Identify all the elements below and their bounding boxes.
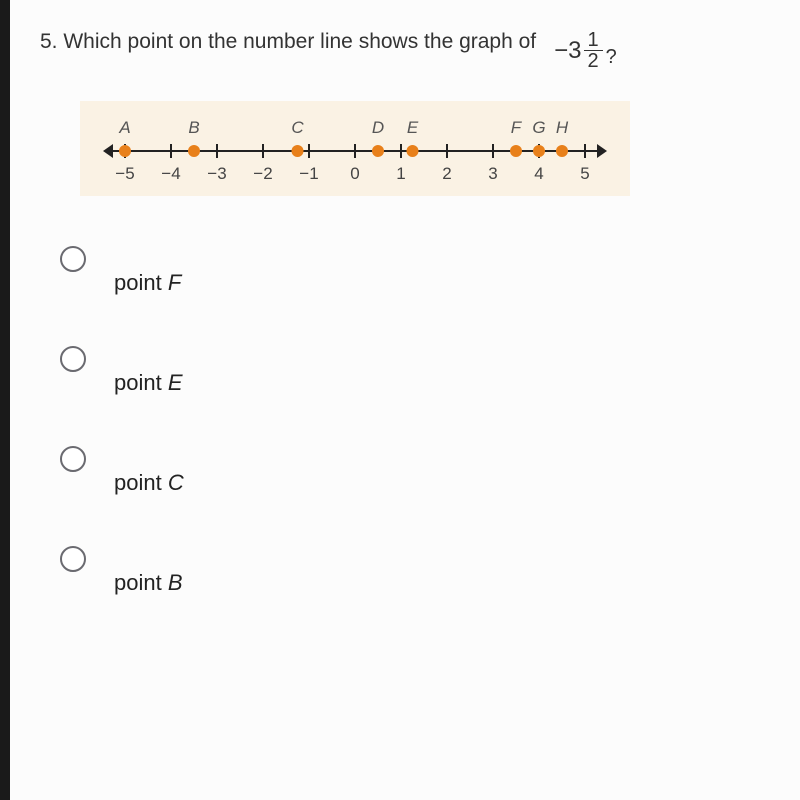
option-label: point B xyxy=(114,570,183,596)
option-letter: B xyxy=(168,570,183,595)
svg-text:3: 3 xyxy=(488,164,497,183)
mixed-sign: − xyxy=(554,37,568,65)
option-row[interactable]: point B xyxy=(60,546,770,596)
radio-button[interactable] xyxy=(60,246,86,272)
svg-text:G: G xyxy=(532,118,545,137)
target-value: −3 1 2 ? xyxy=(554,30,617,71)
svg-text:D: D xyxy=(372,118,384,137)
radio-button[interactable] xyxy=(60,546,86,572)
radio-button[interactable] xyxy=(60,346,86,372)
option-letter: C xyxy=(168,470,184,495)
svg-text:2: 2 xyxy=(442,164,451,183)
mixed-whole: 3 xyxy=(568,37,581,65)
fraction-numerator: 1 xyxy=(584,30,603,51)
fraction-denominator: 2 xyxy=(584,51,603,71)
svg-text:0: 0 xyxy=(350,164,359,183)
svg-text:−4: −4 xyxy=(161,164,180,183)
option-row[interactable]: point F xyxy=(60,246,770,296)
option-label: point F xyxy=(114,270,181,296)
option-label: point E xyxy=(114,370,183,396)
option-prefix: point xyxy=(114,370,168,395)
svg-text:5: 5 xyxy=(580,164,589,183)
question-body: Which point on the number line shows the… xyxy=(63,30,536,53)
svg-text:−5: −5 xyxy=(115,164,134,183)
svg-text:A: A xyxy=(118,118,130,137)
option-row[interactable]: point C xyxy=(60,446,770,496)
option-prefix: point xyxy=(114,270,168,295)
option-label: point C xyxy=(114,470,184,496)
svg-text:F: F xyxy=(511,118,523,137)
svg-text:E: E xyxy=(407,118,419,137)
svg-text:−2: −2 xyxy=(253,164,272,183)
radio-button[interactable] xyxy=(60,446,86,472)
svg-text:1: 1 xyxy=(396,164,405,183)
option-letter: F xyxy=(168,270,181,295)
option-letter: E xyxy=(168,370,183,395)
svg-text:B: B xyxy=(188,118,199,137)
question-mark: ? xyxy=(606,46,617,71)
option-row[interactable]: point E xyxy=(60,346,770,396)
question-row: 5. Which point on the number line shows … xyxy=(40,30,770,71)
number-line-svg: −5 −4 −3 −2 −1 0 1 2 3 4 5 A B C D E FGH xyxy=(80,101,630,196)
svg-text:H: H xyxy=(556,118,569,137)
options-list: point Fpoint Epoint Cpoint B xyxy=(60,246,770,596)
svg-text:4: 4 xyxy=(534,164,543,183)
question-text: 5. Which point on the number line shows … xyxy=(40,30,536,54)
number-line: −5 −4 −3 −2 −1 0 1 2 3 4 5 A B C D E FGH xyxy=(80,101,630,196)
question-number: 5. xyxy=(40,30,58,53)
svg-text:−3: −3 xyxy=(207,164,226,183)
fraction: 1 2 xyxy=(584,30,603,71)
option-prefix: point xyxy=(114,470,168,495)
option-prefix: point xyxy=(114,570,168,595)
svg-text:C: C xyxy=(291,118,304,137)
svg-text:−1: −1 xyxy=(299,164,318,183)
